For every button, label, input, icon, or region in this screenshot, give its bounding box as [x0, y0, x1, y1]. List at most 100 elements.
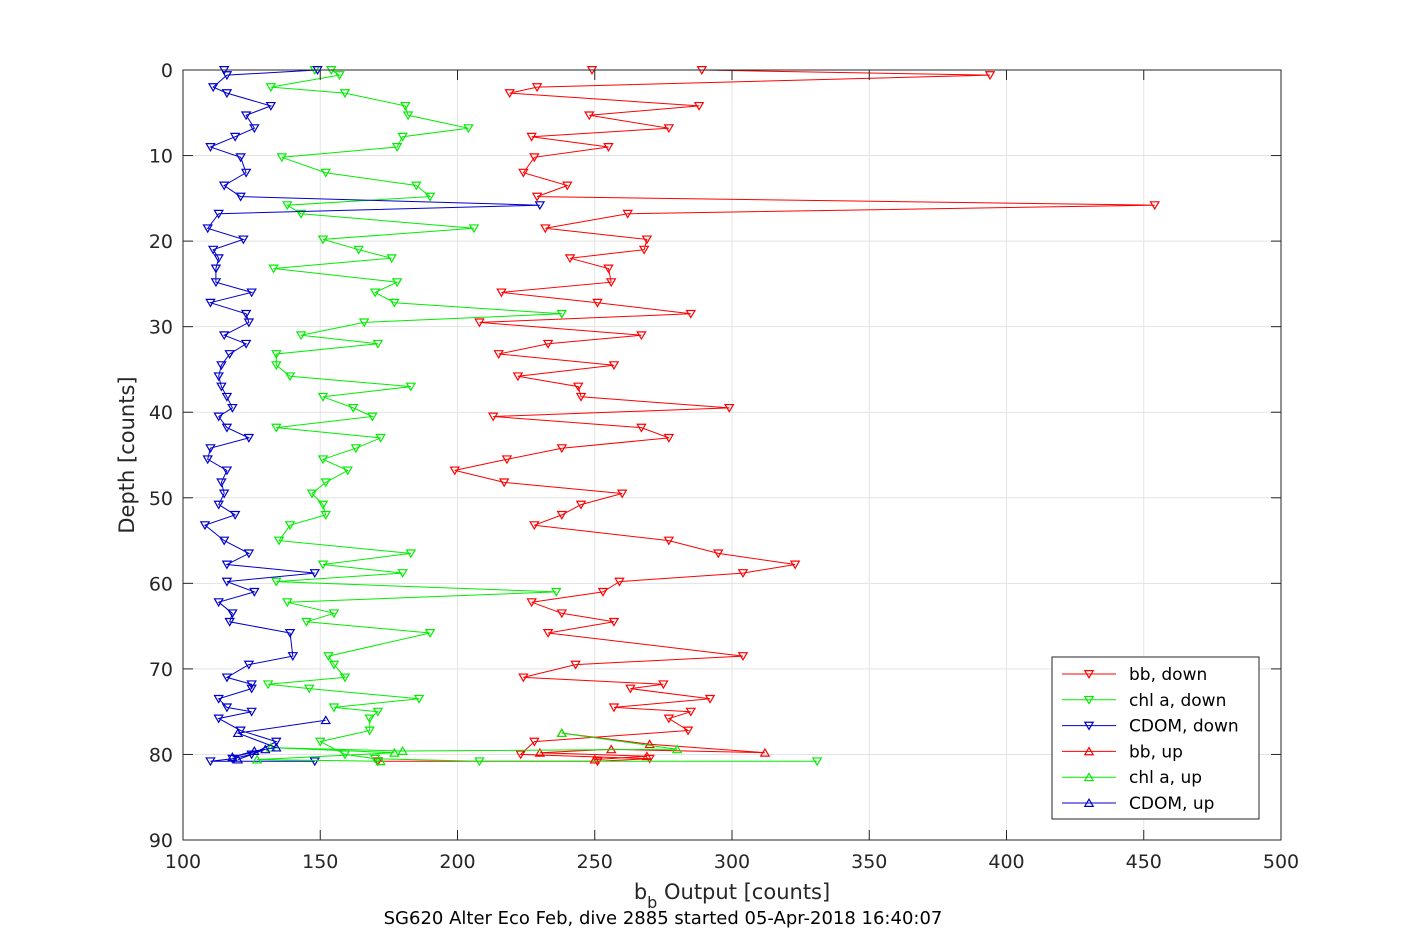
data-point [573, 382, 584, 392]
x-tick-label: 300 [714, 851, 750, 873]
data-point [238, 235, 249, 245]
legend-item: chl a, down [1062, 691, 1226, 711]
data-point [218, 536, 230, 546]
data-point [246, 684, 257, 694]
data-point [271, 423, 282, 433]
data-point [515, 750, 526, 760]
data-point [605, 744, 617, 754]
data-point [789, 560, 801, 570]
data-point [463, 124, 474, 134]
data-point [556, 609, 568, 619]
series-2 [199, 66, 546, 767]
data-point [400, 101, 411, 111]
legend-item: CDOM, down [1062, 717, 1239, 737]
data-point [246, 707, 257, 717]
data-point [210, 264, 222, 274]
series-line [377, 69, 1155, 762]
caption: SG620 Alter Eco Feb, dive 2885 started 0… [384, 908, 943, 929]
data-point [202, 455, 213, 465]
data-point [402, 111, 414, 121]
data-point [608, 617, 620, 627]
y-tick-label: 50 [149, 488, 173, 510]
data-point [213, 598, 224, 608]
legend-marker [1083, 798, 1095, 807]
legend-item: chl a, up [1062, 768, 1202, 788]
data-point [529, 737, 540, 747]
x-axis-title-subscript: b [647, 893, 657, 912]
data-point [531, 192, 543, 202]
data-point [556, 444, 568, 454]
data-point [243, 549, 255, 559]
data-point [317, 455, 329, 465]
data-point [589, 754, 600, 764]
data-point [202, 224, 213, 234]
series-5 [227, 715, 331, 764]
legend-item: CDOM, up [1062, 794, 1214, 814]
x-axis-title-rest: Output [counts] [657, 880, 830, 904]
data-point [317, 235, 329, 245]
legend-label: CDOM, up [1129, 794, 1214, 814]
data-point [389, 747, 400, 757]
data-point [405, 549, 417, 559]
data-point [531, 83, 543, 93]
data-point [424, 628, 436, 638]
data-point [391, 278, 403, 288]
data-point [372, 707, 384, 717]
data-point [235, 192, 246, 202]
data-point [339, 673, 351, 683]
data-point [249, 746, 260, 755]
data-point [562, 181, 573, 191]
series-4 [251, 728, 683, 766]
data-point [498, 478, 510, 488]
data-point [353, 245, 364, 255]
data-point [243, 660, 255, 670]
y-tick-label: 80 [149, 744, 173, 766]
data-point [320, 510, 331, 520]
data-point [584, 111, 595, 121]
data-point [397, 132, 408, 142]
data-point [375, 756, 386, 766]
data-point [227, 752, 238, 761]
data-point [213, 500, 224, 510]
data-point [685, 309, 697, 319]
data-point [369, 288, 381, 298]
data-point [227, 754, 238, 764]
data-point [271, 350, 282, 360]
x-axis-title: bb Output [counts] [634, 880, 830, 912]
y-tick-label: 40 [149, 402, 173, 424]
data-point [218, 489, 230, 499]
data-point [487, 412, 499, 422]
data-point [529, 153, 540, 163]
data-point [364, 714, 375, 724]
data-point [221, 71, 233, 81]
data-point [320, 478, 331, 488]
data-point [287, 652, 299, 662]
data-point [663, 433, 675, 443]
data-point [603, 143, 614, 152]
y-tick-label: 70 [149, 659, 173, 681]
data-point [213, 254, 224, 264]
data-point [397, 569, 408, 579]
data-point [271, 742, 282, 752]
data-point [243, 433, 255, 443]
data-point [984, 71, 996, 81]
data-point [315, 737, 326, 747]
data-point [323, 652, 334, 662]
data-point [375, 433, 386, 443]
legend-marker [1083, 695, 1095, 705]
data-point [526, 132, 537, 142]
data-point [663, 714, 675, 724]
data-point [367, 412, 378, 422]
data-point [663, 536, 675, 546]
x-tick-label: 450 [1126, 851, 1162, 873]
data-point [295, 209, 307, 219]
series-line [232, 719, 326, 761]
data-point [682, 726, 694, 736]
data-point [641, 235, 653, 245]
data-point [518, 673, 529, 683]
y-tick-label: 0 [161, 60, 173, 82]
legend-label: CDOM, down [1129, 717, 1239, 737]
data-point [301, 617, 312, 627]
data-point [616, 489, 628, 499]
